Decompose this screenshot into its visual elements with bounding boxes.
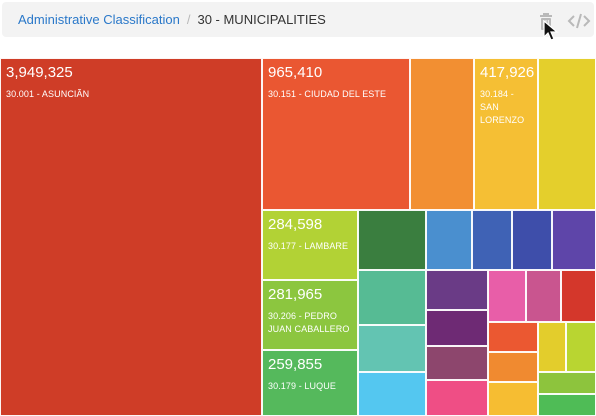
municipalities-treemap: 3,949,325 30.001 - ASUNCIÃN 965,410 30.1… bbox=[0, 58, 596, 416]
tile-label: 30.206 - PEDRO JUAN CABALLERO bbox=[268, 311, 350, 334]
breadcrumb-root-link[interactable]: Administrative Classification bbox=[18, 12, 180, 27]
treemap-tile-unlabeled[interactable] bbox=[358, 210, 426, 270]
treemap-tile-san-lorenzo[interactable]: 417,926 30.184 - SAN LORENZO bbox=[474, 58, 538, 210]
treemap-tile-unlabeled[interactable] bbox=[538, 394, 596, 416]
tile-value: 965,410 bbox=[268, 64, 323, 81]
treemap-tile-unlabeled[interactable] bbox=[538, 58, 596, 210]
treemap-tile-unlabeled[interactable] bbox=[426, 346, 488, 380]
tile-label: 30.151 - CIUDAD DEL ESTE bbox=[268, 89, 387, 99]
tile-label: 30.001 - ASUNCIÃN bbox=[6, 89, 90, 99]
treemap-tile-unlabeled[interactable] bbox=[538, 372, 596, 394]
breadcrumb-separator: / bbox=[186, 12, 191, 27]
treemap-tile-unlabeled[interactable] bbox=[358, 372, 426, 416]
treemap-tile-unlabeled[interactable] bbox=[426, 210, 472, 270]
treemap-tile-unlabeled[interactable] bbox=[410, 58, 474, 210]
treemap-tile-unlabeled[interactable] bbox=[488, 352, 538, 382]
treemap-tile-lambare[interactable]: 284,598 30.177 - LAMBARE bbox=[262, 210, 358, 280]
treemap-tile-pedro-juan-caballero[interactable]: 281,965 30.206 - PEDRO JUAN CABALLERO bbox=[262, 280, 358, 350]
tile-value: 259,855 bbox=[268, 356, 323, 373]
toolbar: Administrative Classification / 30 - MUN… bbox=[2, 2, 594, 41]
tile-value: 281,965 bbox=[268, 286, 323, 303]
breadcrumb: Administrative Classification / 30 - MUN… bbox=[18, 11, 326, 29]
treemap-tile-unlabeled[interactable] bbox=[488, 382, 538, 416]
tile-label: 30.184 - SAN LORENZO bbox=[480, 89, 525, 125]
treemap-tile-unlabeled[interactable] bbox=[561, 270, 596, 322]
treemap-tile-unlabeled[interactable] bbox=[512, 210, 552, 270]
treemap-tile-ciudad-del-este[interactable]: 965,410 30.151 - CIUDAD DEL ESTE bbox=[262, 58, 410, 210]
treemap-tile-unlabeled[interactable] bbox=[538, 322, 566, 372]
treemap-tile-unlabeled[interactable] bbox=[566, 322, 596, 372]
breadcrumb-current: 30 - MUNICIPALITIES bbox=[197, 12, 326, 27]
tile-label: 30.179 - LUQUE bbox=[268, 381, 336, 391]
treemap-tile-unlabeled[interactable] bbox=[552, 210, 596, 270]
treemap-tile-unlabeled[interactable] bbox=[426, 270, 488, 310]
tile-label: 30.177 - LAMBARE bbox=[268, 241, 349, 251]
code-icon[interactable] bbox=[567, 10, 591, 32]
treemap-tile-unlabeled[interactable] bbox=[426, 380, 488, 416]
tile-value: 417,926 bbox=[480, 64, 535, 81]
tile-value: 284,598 bbox=[268, 216, 323, 233]
treemap-tile-unlabeled[interactable] bbox=[426, 310, 488, 346]
treemap-tile-unlabeled[interactable] bbox=[358, 325, 426, 372]
treemap-tile-unlabeled[interactable] bbox=[488, 270, 526, 322]
treemap-tile-unlabeled[interactable] bbox=[488, 322, 538, 352]
treemap-tile-unlabeled[interactable] bbox=[526, 270, 561, 322]
mouse-pointer-icon bbox=[542, 19, 560, 42]
treemap-tile-asuncion[interactable]: 3,949,325 30.001 - ASUNCIÃN bbox=[0, 58, 262, 416]
treemap-tile-unlabeled[interactable] bbox=[358, 270, 426, 325]
tile-value: 3,949,325 bbox=[6, 64, 73, 81]
treemap-tile-unlabeled[interactable] bbox=[472, 210, 512, 270]
treemap-tile-luque[interactable]: 259,855 30.179 - LUQUE bbox=[262, 350, 358, 416]
